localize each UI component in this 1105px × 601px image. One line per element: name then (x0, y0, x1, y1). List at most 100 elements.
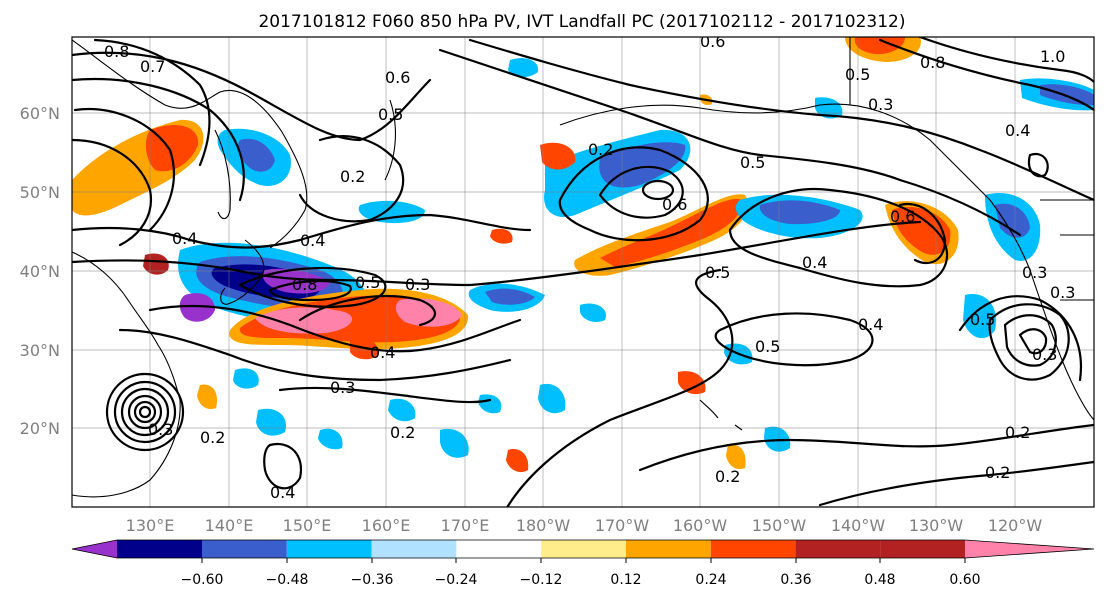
pv-region-positive (678, 371, 706, 395)
contour-line (127, 394, 163, 430)
contour-label: 0.3 (330, 378, 355, 397)
lon-label: 140°W (831, 516, 886, 535)
contour-line (72, 213, 532, 249)
colorbar-tick-label: 0.60 (949, 572, 980, 588)
contour-label: 0.3 (868, 95, 893, 114)
lat-label: 20°N (20, 419, 60, 438)
contour-label: 0.5 (970, 310, 995, 329)
contour-label: 0.5 (755, 337, 780, 356)
contour-label: 0.4 (172, 229, 197, 248)
pv-region-negative (963, 294, 996, 339)
contour-label: 0.8 (104, 42, 129, 61)
contour-line (148, 304, 522, 353)
contour-label: 0.5 (845, 65, 870, 84)
pv-region-negative (388, 398, 416, 422)
contour-label: 0.4 (802, 253, 827, 272)
pv-region-positive (490, 228, 513, 244)
colorbar-tick-label: −0.24 (435, 572, 478, 588)
contour-label: 0.2 (390, 423, 415, 442)
colorbar-segment (795, 540, 881, 558)
colorbar-tick-labels: −0.60 −0.48 −0.36 −0.24 −0.12 0.12 0.24 … (181, 572, 981, 588)
pv-region-negative (238, 138, 275, 172)
lon-label: 130°E (126, 516, 175, 535)
contour-line (105, 372, 185, 452)
coastline-north-america (989, 199, 1094, 421)
coastline-china (72, 251, 181, 498)
coastline-sakhalin (214, 129, 231, 220)
contour-label: 0.2 (200, 428, 225, 447)
lon-label: 130°W (909, 516, 964, 535)
contour-line (133, 400, 157, 424)
contour-line (73, 108, 175, 232)
lat-label: 50°N (20, 183, 60, 202)
contour-line (118, 328, 512, 382)
colorbar-outline (71, 539, 1095, 559)
contour-label: 0.2 (588, 140, 613, 159)
lat-label: 30°N (20, 341, 60, 360)
contour-line (438, 48, 1022, 237)
lon-label: 170°W (595, 516, 650, 535)
contour-line (268, 279, 352, 302)
lon-label: 140°E (205, 516, 254, 535)
contour-line (898, 202, 947, 265)
contour-label: 0.5 (355, 273, 380, 292)
contour-label: 0.8 (292, 275, 317, 294)
contour-label: 0.5 (378, 105, 403, 124)
map-frame (71, 36, 1095, 508)
colorbar-segment (202, 540, 287, 558)
colorbar-extend-high (965, 540, 1094, 558)
longitude-labels: 130°E 140°E 150°E 160°E 170°E 180°W 170°… (126, 516, 1043, 535)
colorbar-tick-label: −0.36 (351, 572, 394, 588)
colorbar-segment (456, 540, 542, 558)
pv-region-negative (485, 288, 535, 305)
pv-region-positive (854, 37, 905, 55)
pv-region-negative (538, 383, 566, 414)
contour-label: 0.3 (1022, 263, 1047, 282)
colorbar-tick-label: −0.60 (181, 572, 224, 588)
contour-label: 0.5 (705, 263, 730, 282)
contour-line (1027, 152, 1049, 178)
pv-region-positive (143, 253, 169, 275)
coastline-kamchatka (384, 99, 396, 181)
colorbar-extend-low (72, 540, 117, 558)
contour-label: 0.6 (700, 32, 725, 51)
pv-region-negative (179, 293, 215, 322)
contour-line (238, 266, 387, 308)
lat-label: 60°N (20, 104, 60, 123)
contour-label: 0.6 (385, 68, 410, 87)
pv-region-negative (256, 408, 286, 436)
pv-region-negative (599, 142, 686, 188)
coastline-hawaii (699, 399, 743, 431)
colorbar-tick-label: 0.24 (695, 572, 726, 588)
colorbar-tick-label: 0.48 (864, 572, 895, 588)
pv-region-positive (726, 444, 746, 470)
latitude-labels: 60°N 50°N 40°N 30°N 20°N (20, 104, 60, 438)
state-borders (1040, 199, 1094, 301)
lat-label: 40°N (20, 262, 60, 281)
contour-label: 0.2 (1005, 423, 1030, 442)
coastline-asia (72, 39, 308, 249)
pv-region-positive (255, 307, 353, 334)
colorbar-segment (626, 540, 711, 558)
contour-label: 0.6 (890, 207, 915, 226)
contour-label: 0.3 (1032, 345, 1057, 364)
colorbar-segment (880, 540, 965, 558)
contour-line (818, 460, 1094, 507)
lon-label: 180°W (516, 516, 571, 535)
contour-line (598, 165, 684, 219)
figure-title: 2017101812 F060 850 hPa PV, IVT Landfall… (258, 12, 905, 32)
contour-label: 0.6 (662, 195, 687, 214)
contour-line (113, 380, 177, 444)
coastline-alaska (559, 103, 991, 201)
pv-region-positive (197, 384, 218, 410)
colorbar-segment (286, 540, 372, 558)
pv-region-negative (580, 303, 606, 323)
contour-line (714, 312, 874, 367)
pv-region-negative (478, 394, 502, 414)
map-panel: 0.8 0.7 0.6 0.6 0.5 0.3 1.0 0.8 0.4 0.5 … (71, 32, 1095, 508)
contour-line (72, 138, 153, 247)
contour-label: 0.2 (985, 463, 1010, 482)
contour-line (298, 294, 437, 327)
contour-label: 0.2 (715, 467, 740, 486)
colorbar-tick-label: −0.48 (266, 572, 309, 588)
